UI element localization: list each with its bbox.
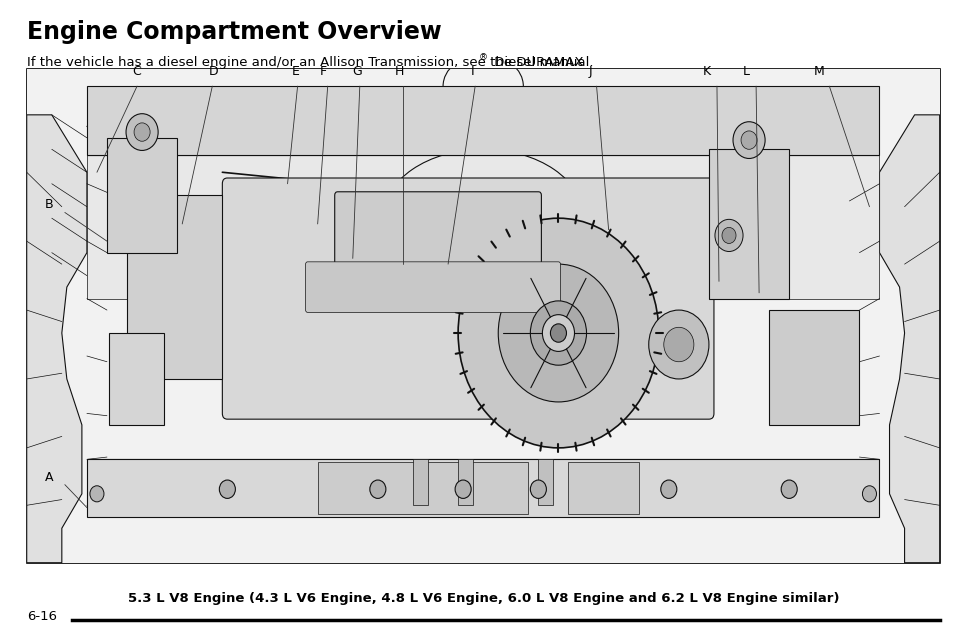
- Circle shape: [714, 219, 742, 251]
- Text: J: J: [589, 65, 592, 78]
- Bar: [537, 459, 553, 505]
- Circle shape: [648, 310, 708, 379]
- Wedge shape: [558, 249, 652, 333]
- Circle shape: [660, 480, 676, 498]
- Text: B: B: [45, 198, 53, 211]
- Circle shape: [862, 486, 876, 502]
- Circle shape: [530, 301, 586, 365]
- Text: K: K: [702, 65, 710, 78]
- Bar: [708, 149, 788, 299]
- Text: If the vehicle has a diesel engine and/or an Allison Transmission, see the DURAM: If the vehicle has a diesel engine and/o…: [27, 56, 582, 69]
- Text: L: L: [741, 65, 749, 78]
- Bar: [457, 459, 473, 505]
- Text: Diesel manual.: Diesel manual.: [490, 56, 593, 69]
- Text: E: E: [292, 65, 299, 78]
- Bar: [87, 155, 879, 299]
- Circle shape: [457, 218, 659, 448]
- Text: 6-16: 6-16: [27, 611, 56, 623]
- Circle shape: [497, 264, 618, 402]
- Wedge shape: [462, 285, 558, 359]
- Circle shape: [550, 324, 566, 342]
- Circle shape: [90, 486, 104, 502]
- Text: D: D: [209, 65, 218, 78]
- Bar: [127, 195, 222, 379]
- Bar: [87, 86, 879, 155]
- Bar: [768, 310, 859, 425]
- Text: H: H: [395, 65, 403, 78]
- Circle shape: [542, 315, 574, 352]
- Circle shape: [663, 327, 693, 362]
- Text: G: G: [352, 65, 362, 78]
- Circle shape: [219, 480, 235, 498]
- Text: Engine Compartment Overview: Engine Compartment Overview: [27, 20, 441, 45]
- Circle shape: [740, 131, 757, 149]
- Circle shape: [126, 114, 158, 151]
- Circle shape: [781, 480, 797, 498]
- Text: F: F: [319, 65, 327, 78]
- Bar: [413, 459, 428, 505]
- Circle shape: [455, 480, 471, 498]
- Text: A: A: [45, 471, 53, 484]
- Bar: [109, 333, 164, 425]
- Text: 5.3 L V8 Engine (4.3 L V6 Engine, 4.8 L V6 Engine, 6.0 L V8 Engine and 6.2 L V8 : 5.3 L V8 Engine (4.3 L V6 Engine, 4.8 L …: [128, 592, 839, 605]
- Circle shape: [721, 227, 736, 244]
- Bar: [87, 459, 879, 517]
- Bar: [107, 138, 177, 253]
- Circle shape: [134, 123, 150, 141]
- Text: ®: ®: [478, 53, 487, 62]
- Polygon shape: [27, 115, 87, 563]
- Bar: [317, 462, 528, 514]
- Bar: [568, 462, 639, 514]
- Text: I: I: [470, 65, 474, 78]
- Wedge shape: [507, 224, 571, 333]
- Bar: [27, 69, 939, 563]
- Wedge shape: [558, 333, 646, 429]
- Wedge shape: [492, 333, 558, 442]
- Circle shape: [530, 480, 546, 498]
- FancyBboxPatch shape: [305, 262, 559, 313]
- Circle shape: [732, 122, 764, 158]
- FancyBboxPatch shape: [335, 192, 540, 279]
- Text: M: M: [813, 65, 823, 78]
- FancyBboxPatch shape: [222, 178, 713, 419]
- Circle shape: [370, 480, 385, 498]
- Text: C: C: [132, 65, 140, 78]
- Polygon shape: [879, 115, 939, 563]
